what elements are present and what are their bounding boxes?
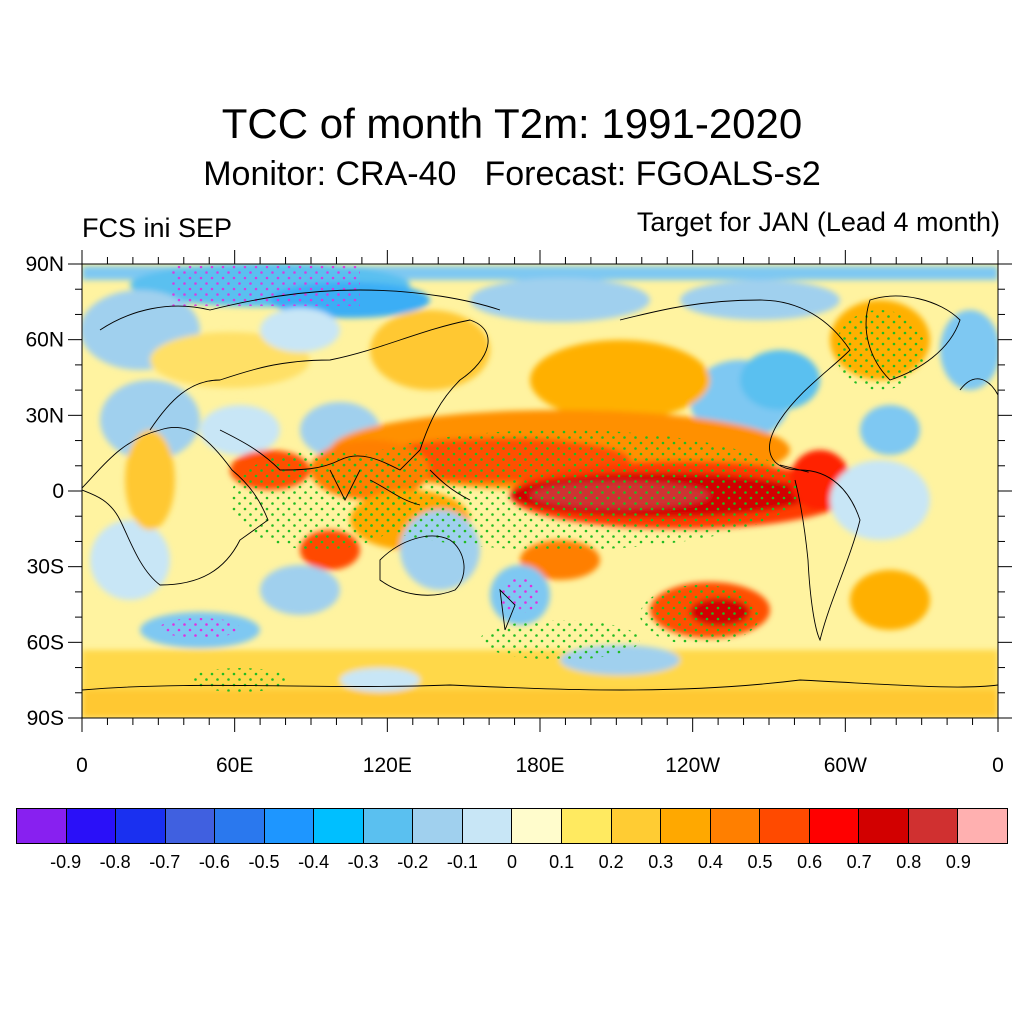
colorbar-label: 0 xyxy=(506,852,518,872)
colorbar-label: 0.8 xyxy=(896,852,922,872)
forecast-label: Forecast: FGOALS-s2 xyxy=(484,155,821,193)
colorbar-box xyxy=(562,809,612,843)
colorbar-box xyxy=(908,809,959,843)
lon-label: 60W xyxy=(824,754,867,777)
colorbar-box xyxy=(611,809,662,843)
colorbar-label: 0.3 xyxy=(648,852,674,872)
colorbar-box xyxy=(760,809,810,843)
colorbar-label: 0.9 xyxy=(945,852,971,872)
colorbar-label: -0.2 xyxy=(397,852,429,872)
colorbar-label: -0.3 xyxy=(347,852,379,872)
colorbar-box xyxy=(314,809,364,843)
colorbar-label: -0.5 xyxy=(248,852,280,872)
colorbar-box xyxy=(413,809,463,843)
lon-label: 0 xyxy=(76,754,88,777)
colorbar-box xyxy=(958,809,1007,843)
colorbar-box xyxy=(116,809,166,843)
colorbar-label: 0.4 xyxy=(697,852,723,872)
colorbar-label: -0.9 xyxy=(50,852,82,872)
target-label: Target for JAN (Lead 4 month) xyxy=(636,207,1000,237)
monitor-label: Monitor: CRA-40 xyxy=(203,155,457,193)
lat-label: 90S xyxy=(27,707,64,730)
colorbar xyxy=(16,808,1008,844)
colorbar-box xyxy=(462,809,513,843)
colorbar-box xyxy=(165,809,216,843)
stippling xyxy=(160,266,925,692)
lat-label: 0 xyxy=(52,480,64,503)
colorbar-label: -0.4 xyxy=(298,852,330,872)
lat-label: 30N xyxy=(25,404,64,427)
axis-ticks xyxy=(68,250,1012,732)
colorbar-label: 0.1 xyxy=(549,852,575,872)
map-field xyxy=(82,264,998,718)
colorbar-box xyxy=(661,809,711,843)
colorbar-label: -0.8 xyxy=(99,852,131,872)
plot-subtitle: Monitor: CRA-40 Forecast: FGOALS-s2 xyxy=(0,154,1024,194)
colorbar-box xyxy=(512,809,563,843)
colorbar-label: -0.1 xyxy=(446,852,478,872)
lon-label: 180E xyxy=(515,754,564,777)
colorbar-box xyxy=(710,809,761,843)
colorbar-label: 0.7 xyxy=(846,852,872,872)
colorbar-box xyxy=(859,809,909,843)
colorbar-label: 0.5 xyxy=(747,852,773,872)
lon-label: 0 xyxy=(992,754,1004,777)
colorbar-label: 0.6 xyxy=(797,852,823,872)
colorbar-labels: -0.9 -0.8 -0.7 -0.6 -0.5 -0.4 -0.3 -0.2 -0.1 0 0.1… xyxy=(0,852,1024,876)
lat-label: 60N xyxy=(25,329,64,352)
coastlines xyxy=(82,289,998,691)
lat-label: 60S xyxy=(27,631,64,654)
correlation-map: 90N 60N 30N 0 30S 60S 90S 0 60E 120E 180E 120W 60W 0 xyxy=(25,250,1012,777)
init-label: FCS ini SEP xyxy=(82,213,233,243)
colorbar-box xyxy=(215,809,265,843)
colorbar-box xyxy=(17,809,67,843)
colorbar-label: 0.2 xyxy=(598,852,624,872)
lat-label: 30S xyxy=(27,556,64,579)
colorbar-label: -0.7 xyxy=(149,852,181,872)
plot-title: TCC of month T2m: 1991-2020 xyxy=(221,100,803,147)
colorbar-box xyxy=(66,809,117,843)
colorbar-box xyxy=(363,809,414,843)
lat-label: 90N xyxy=(25,253,64,276)
colorbar-box xyxy=(264,809,315,843)
lon-label: 60E xyxy=(216,754,253,777)
colorbar-box xyxy=(809,809,860,843)
colorbar-label: -0.6 xyxy=(198,852,230,872)
axis-labels: 90N 60N 30N 0 30S 60S 90S 0 60E 120E 180E 120W 60W 0 xyxy=(25,253,1003,777)
lon-label: 120W xyxy=(665,754,720,777)
lon-label: 120E xyxy=(363,754,412,777)
